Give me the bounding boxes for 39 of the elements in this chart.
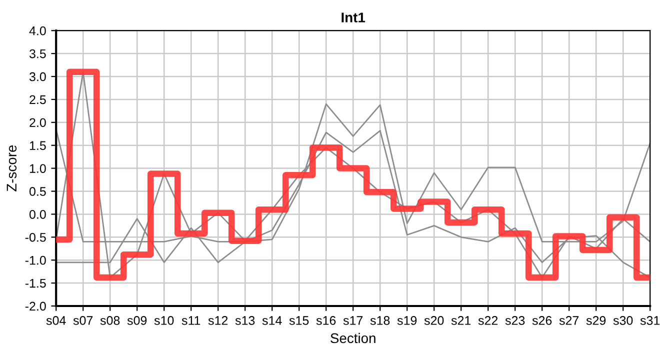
x-tick-label: s17 xyxy=(343,316,363,325)
x-tick-label: s29 xyxy=(586,316,606,325)
y-tick-label: 2.0 xyxy=(30,118,46,128)
y-tick-label: 1.5 xyxy=(30,141,46,150)
x-axis-title: Section xyxy=(330,332,376,344)
x-tick-label: s26 xyxy=(532,316,552,325)
y-tick-label: -1.5 xyxy=(25,278,46,288)
x-tick-label: s10 xyxy=(154,316,174,325)
x-tick-label: s09 xyxy=(127,316,147,325)
x-tick-label: s14 xyxy=(262,316,282,325)
x-tick-label: s31 xyxy=(640,316,660,325)
y-tick-label: -1.0 xyxy=(25,256,46,265)
y-tick-label: 3.0 xyxy=(29,72,46,82)
y-axis-title: Z-score xyxy=(6,145,17,192)
x-tick-label: s20 xyxy=(424,316,444,325)
x-tick-label: s12 xyxy=(208,316,228,325)
y-tick-label: 0.0 xyxy=(29,210,46,219)
x-tick-label: s19 xyxy=(397,316,417,325)
y-tick-label: 1.0 xyxy=(30,164,46,173)
y-tick-label: 2.5 xyxy=(30,95,46,104)
chart-title: Int1 xyxy=(342,12,366,22)
x-tick-label: s23 xyxy=(505,316,525,325)
y-tick-label: -0.5 xyxy=(25,232,46,242)
x-tick-label: s22 xyxy=(478,316,498,325)
x-tick-label: s04 xyxy=(46,316,66,325)
x-tick-label: s15 xyxy=(289,316,309,325)
x-tick-label: s21 xyxy=(451,316,471,325)
x-tick-label: s08 xyxy=(100,316,120,325)
x-tick-label: s30 xyxy=(613,316,633,325)
x-tick-label: s13 xyxy=(235,316,255,325)
x-tick-label: s27 xyxy=(559,316,579,325)
y-tick-label: 0.5 xyxy=(29,187,46,196)
y-tick-label: -2.0 xyxy=(25,302,46,311)
x-tick-label: s18 xyxy=(370,316,390,325)
x-tick-label: s11 xyxy=(182,316,200,325)
x-tick-label: s16 xyxy=(316,316,336,325)
x-tick-label: s07 xyxy=(73,316,93,325)
y-tick-label: 4.0 xyxy=(29,26,46,36)
y-tick-label: 3.5 xyxy=(29,49,46,58)
